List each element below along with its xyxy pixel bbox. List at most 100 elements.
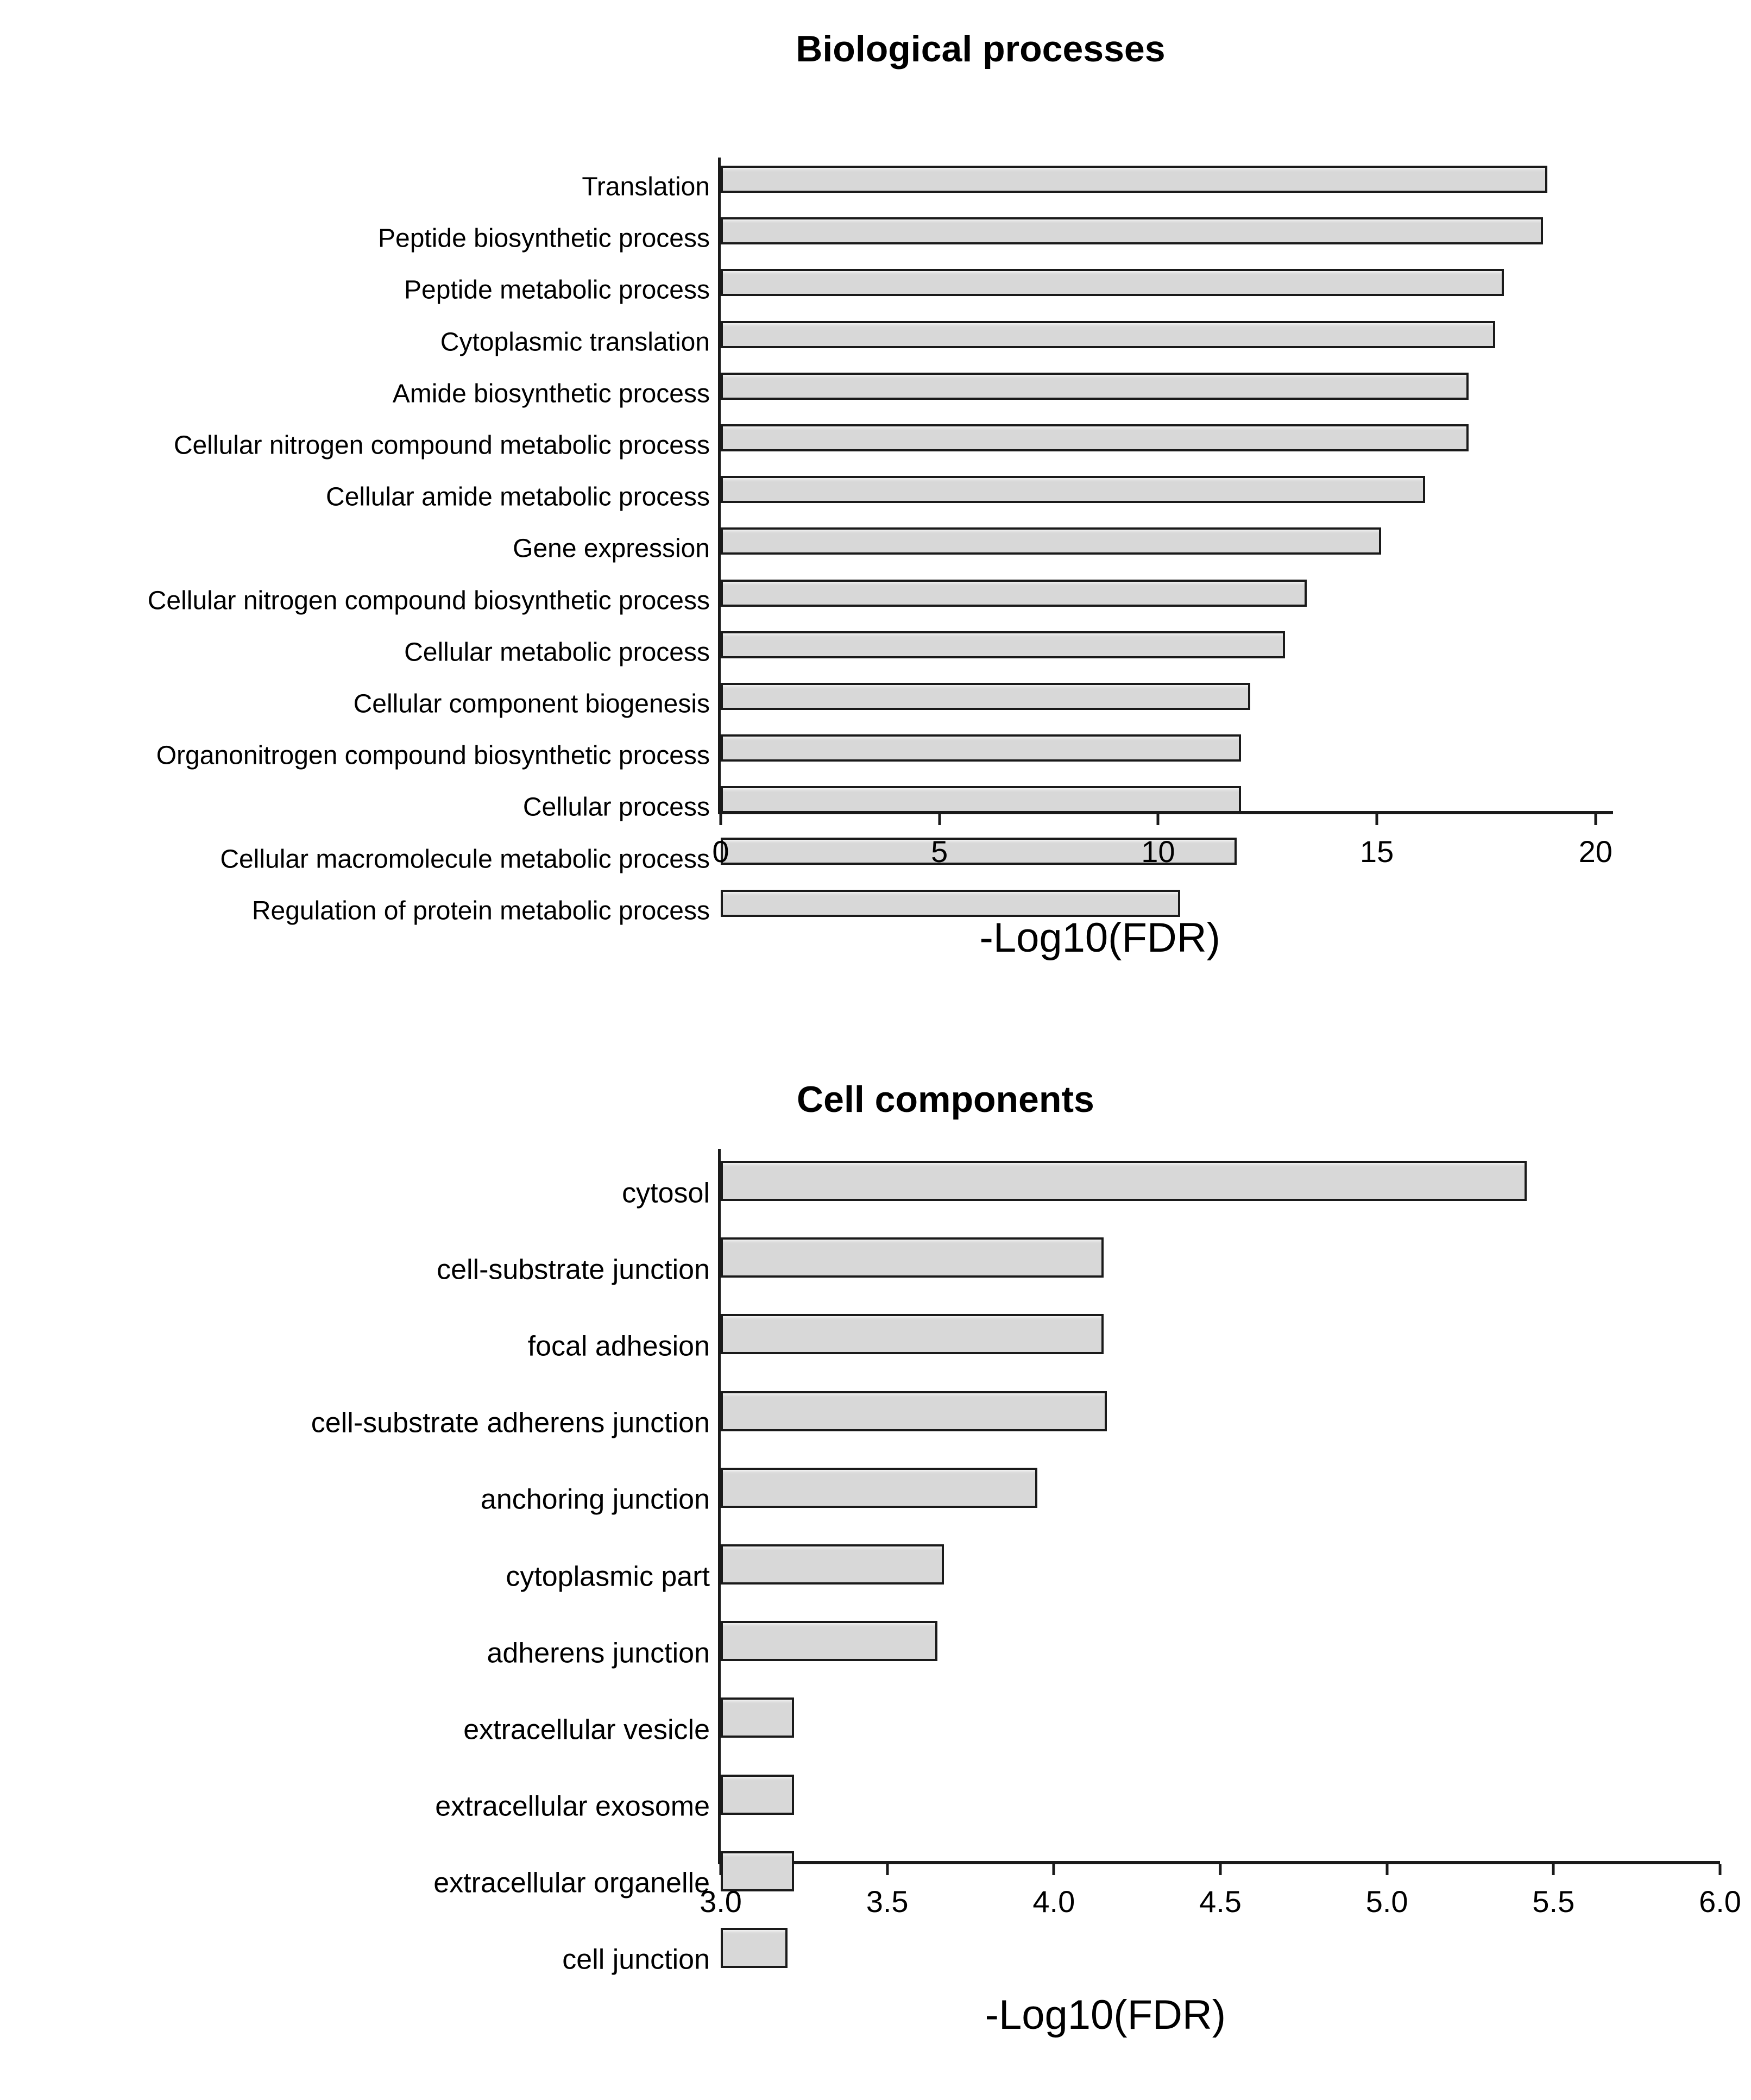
x-axis-label: -Log10(FDR) [979,915,1220,961]
category-label: Regulation of protein metabolic process [251,896,710,926]
category-label: cell junction [562,1944,710,1976]
category-label: Cellular amide metabolic process [326,482,710,512]
tick-mark [1718,1864,1722,1875]
bar-row: cell junction [562,1927,1720,1992]
tick-mark [938,814,941,825]
tick-label: 3.5 [866,1884,909,1919]
bar [721,1697,794,1738]
tick-mark [886,1864,889,1875]
plot-area: Translation Peptide biosynthetic process P… [148,158,1613,961]
bar [721,579,1307,607]
bar [721,838,1237,865]
bar [721,269,1504,297]
bar-row: extracellular organelle [433,1851,1720,1916]
category-label: cytoplasmic part [506,1560,710,1592]
bar [721,1774,794,1815]
bar-row: Cytoplasmic translation [440,320,1613,364]
bar-rows: Translation Peptide biosynthetic process P… [148,158,1613,925]
biological-processes-chart: Biological processes Translation Peptide … [148,28,1613,961]
bar [721,786,1242,814]
bar-row: focal adhesion [528,1314,1720,1379]
bar-row: cell-substrate junction [437,1237,1720,1302]
x-axis-label: -Log10(FDR) [985,1992,1226,2038]
tick-mark [1052,1864,1055,1875]
bar-row: Cellular metabolic process [404,631,1613,675]
bar-row: extracellular vesicle [463,1697,1720,1762]
bar [721,1161,1527,1201]
category-label: Organonitrogen compound biosynthetic pro… [156,741,710,770]
category-label: Cellular component biogenesis [353,689,710,719]
bar [721,1851,794,1891]
category-label: Peptide biosynthetic process [377,224,710,253]
bar-row: Cellular nitrogen compound metabolic pro… [174,424,1613,468]
tick-mark [719,1864,722,1875]
tick-label: 0 [712,834,729,869]
bar-row: Organonitrogen compound biosynthetic pro… [156,734,1613,778]
category-label: extracellular vesicle [463,1714,710,1746]
category-label: cytosol [622,1177,710,1209]
bar-row: Amide biosynthetic process [393,372,1613,416]
bar-row: cytoplasmic part [506,1544,1720,1609]
bar-row: Cellular amide metabolic process [326,476,1613,519]
bar-row: Cellular process [523,786,1613,829]
bar [721,372,1469,400]
category-label: extracellular organelle [433,1867,710,1899]
bar [721,1927,788,1968]
bar-row: Gene expression [513,527,1613,571]
bar [721,682,1250,710]
bar-row: Cellular nitrogen compound biosynthetic … [148,579,1613,623]
bar-row: anchoring junction [481,1467,1720,1532]
bar [721,217,1544,245]
bar-row: Translation [582,166,1613,209]
category-label: anchoring junction [480,1483,710,1516]
tick-label: 10 [1141,834,1175,869]
tick-mark [1375,814,1378,825]
plot-area: cytosol cell-substrate junction focal adhe… [311,1149,1741,2038]
tick-label: 15 [1359,834,1394,869]
category-label: Cellular nitrogen compound biosynthetic … [147,586,710,615]
bar-row: Peptide biosynthetic process [378,217,1613,261]
tick-label: 3.0 [700,1884,742,1919]
chart-title: Biological processes [796,28,1166,70]
bar [721,527,1382,555]
tick-mark [1219,1864,1222,1875]
bar [721,1467,1037,1508]
chart-title: Cell components [797,1079,1094,1120]
bar [721,1621,937,1662]
tick-label: 6.0 [1699,1884,1741,1919]
bar-rows: cytosol cell-substrate junction focal adhe… [311,1149,1720,1976]
bar [721,889,1180,917]
tick-mark [1156,814,1160,825]
bar-row: extracellular exosome [435,1774,1720,1839]
category-label: Peptide metabolic process [404,276,710,305]
tick-label: 4.5 [1199,1884,1242,1919]
tick-label: 20 [1578,834,1613,869]
tick-mark [1552,1864,1555,1875]
bar-row: Regulation of protein metabolic process [252,889,1613,933]
bar-row: Cellular component biogenesis [354,682,1613,726]
category-label: cell-substrate junction [437,1254,710,1286]
category-label: focal adhesion [527,1330,710,1362]
bar [721,1237,1104,1278]
category-label: Amide biosynthetic process [392,379,710,408]
bar-row: cytosol [622,1161,1720,1225]
category-label: Translation [582,172,710,202]
bar [721,631,1285,658]
bar [721,1544,944,1585]
category-label: Cellular process [522,793,710,822]
tick-mark [1385,1864,1389,1875]
bar [721,476,1425,504]
tick-label: 5 [931,834,948,869]
bar [721,1314,1104,1355]
tick-label: 4.0 [1032,1884,1075,1919]
category-label: cell-substrate adherens junction [311,1407,710,1439]
bar [721,320,1495,348]
tick-mark [719,814,722,825]
category-label: extracellular exosome [435,1790,710,1822]
bar [721,424,1469,451]
tick-mark [1594,814,1597,825]
category-label: Cellular metabolic process [404,638,710,667]
bar [721,1391,1107,1431]
category-label: Cytoplasmic translation [440,328,710,357]
